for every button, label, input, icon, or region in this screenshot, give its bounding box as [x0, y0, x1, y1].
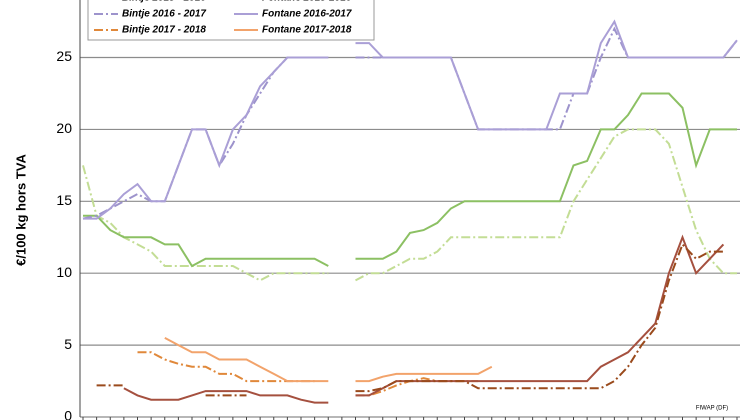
series-line: [355, 365, 493, 383]
y-axis-label: €/100 kg hors TVA: [13, 154, 28, 266]
series-line: [123, 387, 329, 404]
legend-label: Fontane 2017-2018: [262, 25, 352, 36]
series-line: [137, 351, 315, 383]
y-tick-label: 25: [56, 48, 72, 64]
series-line: [355, 242, 724, 393]
legend-box: [87, 0, 375, 41]
legend-label: Bintje 2017 - 2018: [122, 25, 206, 36]
y-tick-label: 10: [56, 264, 72, 280]
legend-label: Bintje 2015 - 2016: [122, 0, 206, 4]
legend-label: Fontane 2015-2016: [262, 0, 352, 4]
y-tick-label: 5: [64, 336, 72, 352]
series-line: [83, 56, 329, 220]
y-tick-label: 15: [56, 192, 72, 208]
legend-label: Bintje 2016 - 2017: [122, 9, 206, 20]
y-tick-label: 0: [64, 408, 72, 420]
series-line: [355, 19, 738, 131]
legend-label: Fontane 2016-2017: [262, 9, 352, 20]
series-line: [83, 214, 329, 268]
source-note: FIWAP (DF): [696, 406, 728, 412]
y-tick-label: 20: [56, 120, 72, 136]
series-line: [355, 92, 737, 260]
series-line: [164, 337, 329, 383]
series-line: [355, 128, 737, 282]
